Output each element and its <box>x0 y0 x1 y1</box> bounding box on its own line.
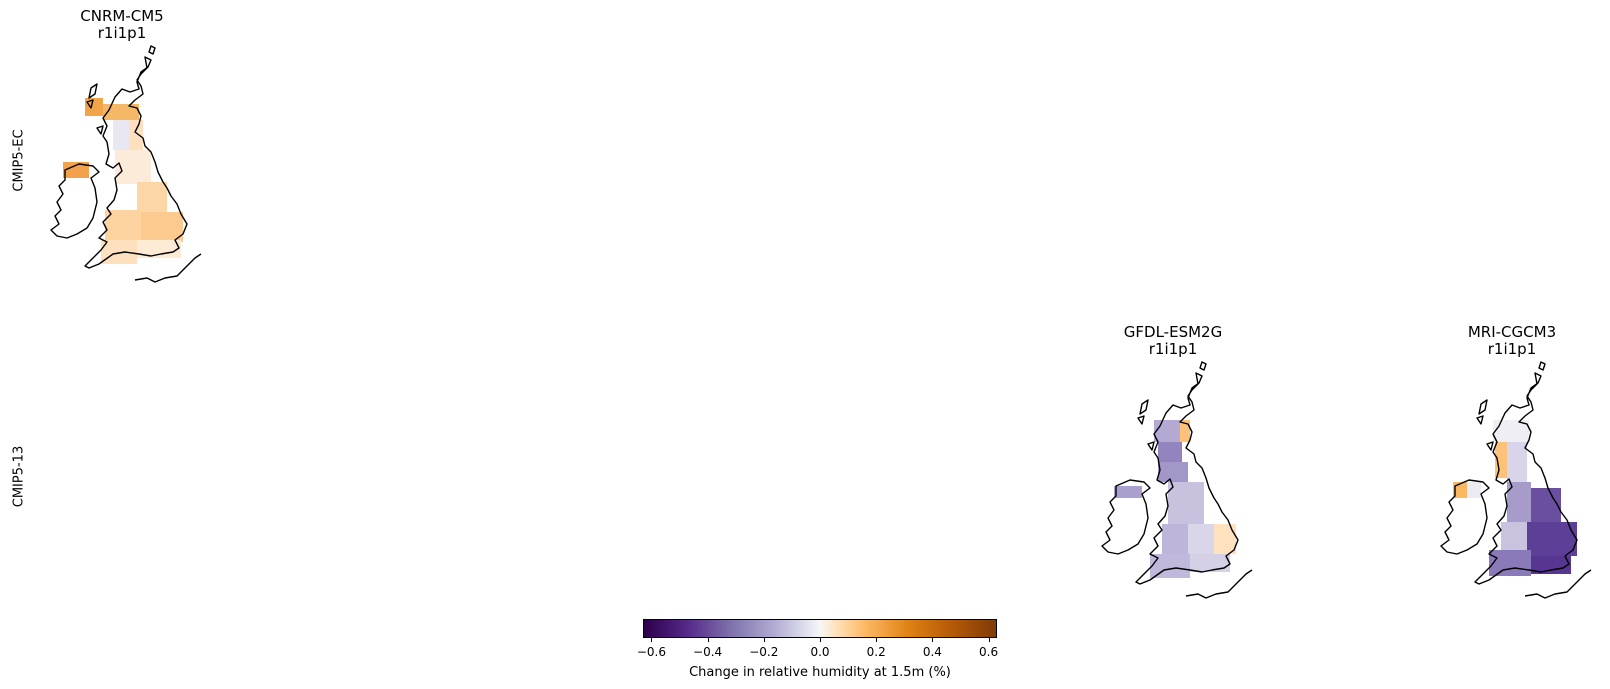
coastline <box>1440 361 1592 599</box>
colorbar-tick-label: 0.6 <box>979 645 999 659</box>
row-label-cmip5-ec: CMIP5-EC <box>11 129 27 192</box>
colorbar-tick <box>707 638 709 642</box>
map-panel-gfdl-esm2g: GFDL-ESM2G r1i1p1 <box>1078 324 1268 618</box>
grid-cell <box>1190 554 1230 572</box>
grid-cell <box>137 240 181 258</box>
great-britain-coast <box>84 56 188 269</box>
grid-cell <box>141 212 183 242</box>
great-britain-coast <box>1135 372 1239 585</box>
grid-cell <box>1489 550 1531 576</box>
coastline <box>50 45 202 283</box>
colorbar-tick-label: −0.4 <box>693 645 723 659</box>
grid-cell <box>1531 556 1571 574</box>
grid-cell <box>105 210 141 240</box>
colorbar-tick <box>820 638 821 642</box>
grid-cell <box>101 240 137 264</box>
colorbar <box>643 619 997 638</box>
uk-map-cnrm-cm5 <box>50 45 202 283</box>
panel-title-member: r1i1p1 <box>1487 340 1537 358</box>
colorbar-tick-label: −0.2 <box>749 645 779 659</box>
colorbar-tick <box>988 638 990 642</box>
grid-cell <box>1154 420 1180 442</box>
uk-map-mri-cgcm3 <box>1440 361 1592 599</box>
coastline <box>1101 361 1253 599</box>
island-outline <box>1139 399 1149 415</box>
island-outline <box>148 45 156 55</box>
grid-cell <box>1162 524 1188 554</box>
grid-cell <box>1495 442 1507 478</box>
map-panel-mri-cgcm3: MRI-CGCM3 r1i1p1 <box>1417 324 1607 618</box>
france-coast <box>1524 569 1592 599</box>
humidity-grid <box>1453 420 1577 576</box>
grid-cell <box>63 162 89 178</box>
island-outline <box>86 99 94 109</box>
panel-title-member: r1i1p1 <box>97 24 147 42</box>
colorbar-tick <box>651 638 653 642</box>
grid-cell <box>1493 420 1529 442</box>
grid-cell <box>1158 442 1182 462</box>
island-outline <box>1147 441 1155 451</box>
grid-cell <box>85 98 103 116</box>
grid-cell <box>113 120 129 150</box>
island-outline <box>1538 361 1546 371</box>
grid-cell <box>1180 420 1190 442</box>
france-coast <box>134 253 202 283</box>
grid-cell <box>1214 524 1236 554</box>
island-outline <box>88 83 98 99</box>
grid-cell <box>1188 524 1214 554</box>
humidity-grid <box>1114 420 1236 578</box>
colorbar-tick-label: 0.4 <box>922 645 942 659</box>
row-label-cmip5-13: CMIP5-13 <box>11 445 27 508</box>
island-outline <box>1199 361 1207 371</box>
ireland-coast <box>1101 479 1151 555</box>
grid-cell <box>1168 482 1204 524</box>
colorbar-tick <box>763 638 765 642</box>
colorbar-tick <box>932 638 934 642</box>
island-outline <box>96 125 104 135</box>
grid-cell <box>137 182 167 212</box>
panel-title-model: MRI-CGCM3 <box>1467 323 1557 341</box>
map-panel-cnrm-cm5: CNRM-CM5 r1i1p1 <box>27 8 217 302</box>
humidity-grid <box>63 98 183 264</box>
grid-cell <box>1501 522 1527 550</box>
great-britain-coast <box>1474 372 1578 585</box>
colorbar-tick-label: −0.6 <box>636 645 666 659</box>
grid-cell <box>1114 486 1142 498</box>
panel-title-member: r1i1p1 <box>1148 340 1198 358</box>
ireland-coast <box>1440 479 1490 555</box>
grid-cell <box>129 120 143 150</box>
grid-cell <box>1467 482 1481 498</box>
colorbar-tick-label: 0.0 <box>810 645 830 659</box>
grid-cell <box>1507 442 1527 482</box>
panel-title-model: GFDL-ESM2G <box>1123 323 1223 341</box>
panel-title-model: CNRM-CM5 <box>80 7 164 25</box>
colorbar-tick-label: 0.2 <box>866 645 886 659</box>
grid-cell <box>1527 522 1577 556</box>
grid-cell <box>1158 462 1188 482</box>
island-outline <box>1486 441 1494 451</box>
island-outline <box>1476 415 1484 425</box>
france-coast <box>1185 569 1253 599</box>
ireland-coast <box>50 163 100 239</box>
colorbar-label: Change in relative humidity at 1.5m (%) <box>689 665 951 680</box>
grid-cell <box>1531 488 1561 524</box>
uk-map-gfdl-esm2g <box>1101 361 1253 599</box>
colorbar-tick <box>876 638 878 642</box>
island-outline <box>1478 399 1488 415</box>
grid-cell <box>103 104 139 120</box>
island-outline <box>1137 415 1145 425</box>
